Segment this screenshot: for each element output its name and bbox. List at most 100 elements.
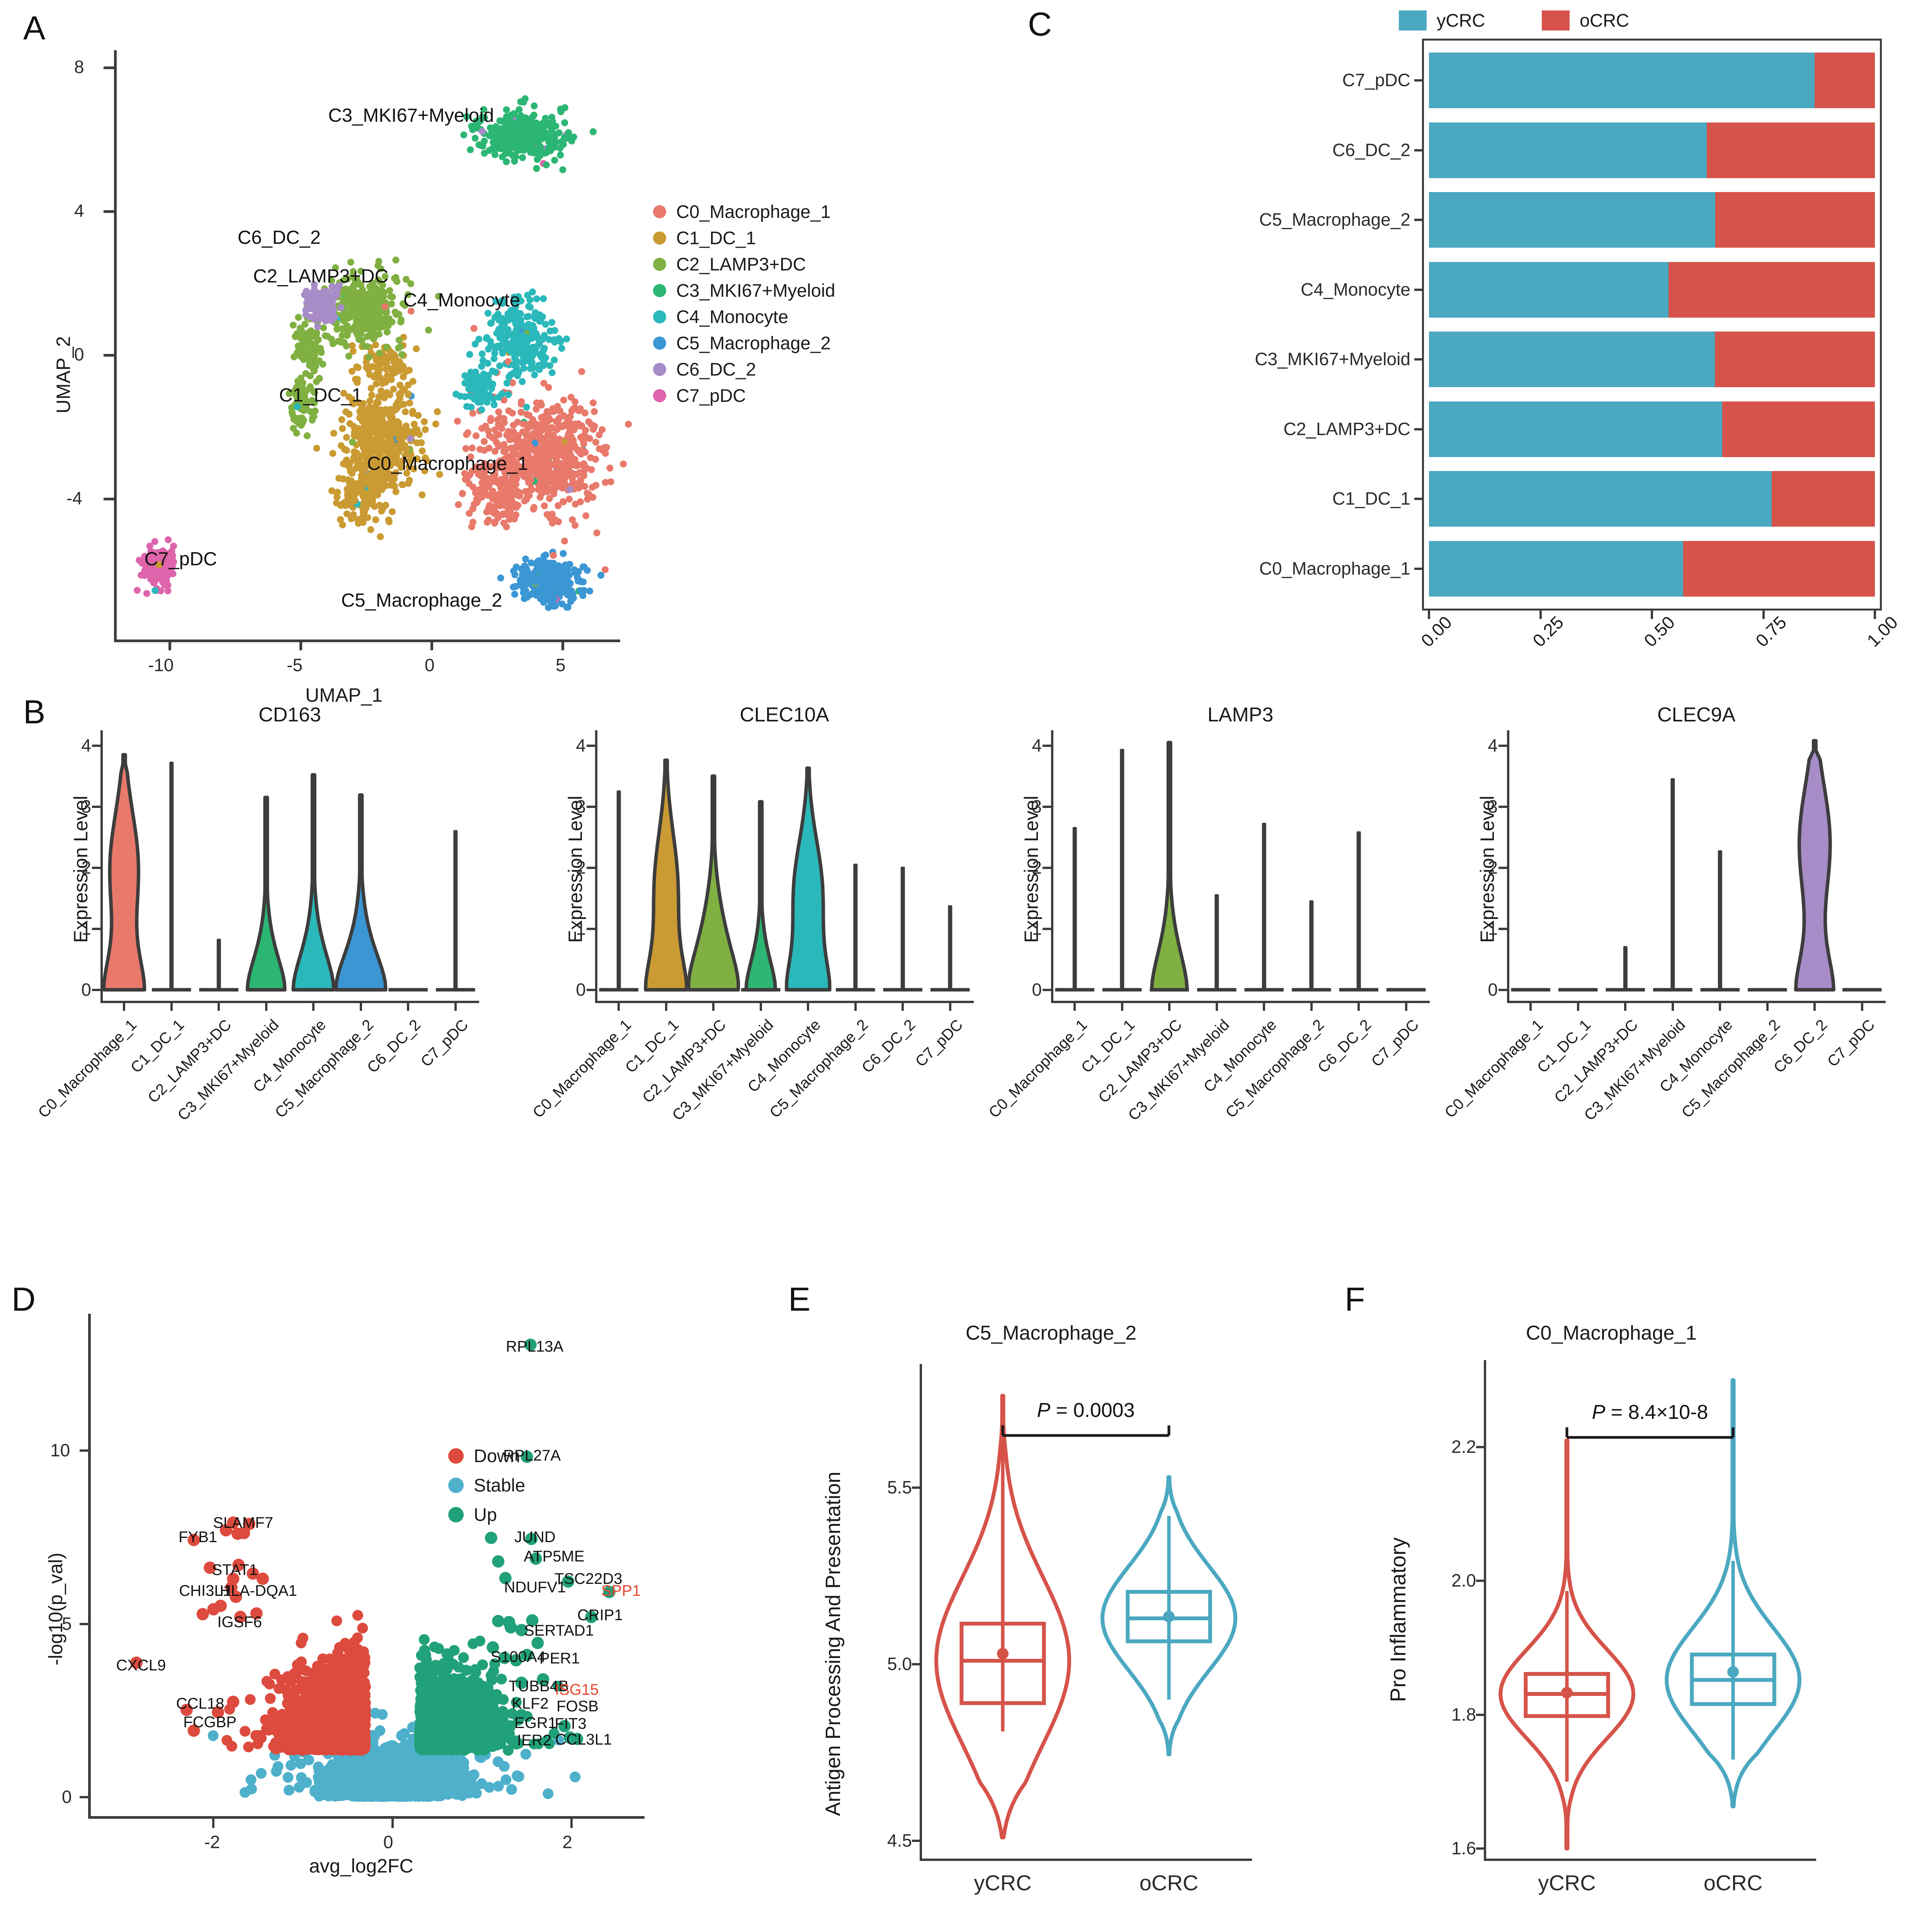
panel-b-xtick (1577, 1003, 1579, 1011)
panel-a-umap: A 8 4 0 -4 -10 -5 0 5 UMAP_1 UMAP_2 C3_M… (0, 0, 1012, 706)
table-row[interactable] (1429, 332, 1875, 388)
panel-d-xtick-label: -2 (204, 1832, 220, 1852)
panel-b-x-axis (1507, 1001, 1886, 1003)
panel-b-xtick (854, 1003, 857, 1011)
cluster-legend-label: C6_DC_2 (676, 359, 756, 379)
panel-b-ytick (1499, 805, 1507, 808)
bar-segment-ocrc[interactable] (1722, 401, 1875, 457)
panel-c-legend-ocrc[interactable]: oCRC (1542, 10, 1629, 31)
table-row[interactable] (1429, 541, 1875, 597)
violin-x-axis (1484, 1859, 1816, 1861)
umap-cluster-label: C0_Macrophage_1 (367, 453, 528, 474)
table-row[interactable] (1429, 262, 1875, 318)
panel-a-legend-item[interactable]: C1_DC_1 (653, 227, 756, 248)
bar-segment-ycrc[interactable] (1429, 401, 1723, 457)
panel-c-ytick (1414, 288, 1422, 291)
panel-b-ytick-label: 1 (81, 918, 91, 939)
panel-c-xtick (1539, 611, 1542, 619)
panel-d-legend-item[interactable]: Down (448, 1445, 520, 1466)
violin-canvas (1499, 1378, 1801, 1850)
bar-segment-ocrc[interactable] (1706, 122, 1875, 178)
panel-c-legend-ycrc[interactable]: yCRC (1399, 10, 1485, 31)
panel-a-legend-item[interactable]: C2_LAMP3+DC (653, 253, 806, 275)
violin-ytick-label: 1.8 (1451, 1704, 1476, 1725)
panel-e-title: C5_Macrophage_2 (965, 1322, 1137, 1344)
table-row[interactable] (1429, 401, 1875, 457)
panel-b-violins: B CD163 Expression Level 4 3 2 1 0 C0_Macrophag… (0, 688, 1917, 1267)
panel-a-legend-item[interactable]: C5_Macrophage_2 (653, 332, 831, 354)
panel-b-ytick-label: 3 (576, 796, 586, 816)
panel-d-xtick (212, 1819, 215, 1828)
panel-b-xtick (1405, 1003, 1407, 1011)
bar-segment-ycrc[interactable] (1429, 471, 1772, 527)
volcano-gene-label: IGSF6 (217, 1614, 262, 1631)
violin-shape (334, 793, 388, 992)
panel-b-xtick (807, 1003, 810, 1011)
panel-b-ytick (92, 927, 100, 930)
cluster-legend-label: C4_Monocyte (676, 306, 788, 327)
panel-a-x-axis-title: UMAP_1 (305, 684, 383, 706)
panel-d-legend-item[interactable]: Stable (448, 1475, 525, 1496)
violin-shape (1102, 749, 1142, 992)
umap-cluster-label: C7_pDC (144, 548, 217, 570)
bar-segment-ocrc[interactable] (1668, 262, 1875, 318)
violin-xtick-label: oCRC (1703, 1871, 1763, 1895)
panel-a-legend-item[interactable]: C0_Macrophage_1 (653, 201, 831, 222)
panel-b-y-axis (1507, 730, 1509, 1001)
bar-segment-ocrc[interactable] (1715, 192, 1875, 248)
panel-a-xtick-label: -5 (287, 655, 303, 675)
panel-c-ytick (1414, 149, 1422, 151)
bar-segment-ocrc[interactable] (1715, 332, 1875, 388)
violin-shape (1700, 850, 1740, 992)
bar-segment-ocrc[interactable] (1815, 53, 1875, 109)
panel-b-xtick (902, 1003, 904, 1011)
panel-c-category-label: C4_Monocyte (1301, 279, 1410, 299)
bar-segment-ycrc[interactable] (1429, 53, 1815, 109)
umap-cluster-label: C5_Macrophage_2 (341, 590, 502, 611)
panel-b-xtick (454, 1003, 457, 1011)
table-row[interactable] (1429, 53, 1875, 109)
panel-d-y-axis-title: -log10(p_val) (45, 1553, 66, 1665)
panel-a-legend-item[interactable]: C7_pDC (653, 385, 746, 406)
bar-segment-ycrc[interactable] (1429, 332, 1715, 388)
panel-a-legend-item[interactable]: C4_Monocyte (653, 306, 788, 327)
bar-segment-ocrc[interactable] (1683, 541, 1875, 597)
panel-c-bars (1429, 46, 1875, 604)
panel-c-category-label: C5_Macrophage_2 (1259, 209, 1410, 230)
volcano-gene-label: PER1 (539, 1650, 580, 1667)
panel-c-xtick-label: 0.75 (1751, 612, 1790, 651)
violin-shape (1606, 946, 1645, 992)
bar-segment-ycrc[interactable] (1429, 262, 1669, 318)
cluster-color-dot (653, 389, 666, 402)
bar-segment-ocrc[interactable] (1772, 471, 1875, 527)
bar-segment-ycrc[interactable] (1429, 541, 1683, 597)
violin-ytick-label: 5.0 (887, 1654, 912, 1674)
panel-b-xtick (617, 1003, 620, 1011)
panel-b-xtick (1529, 1003, 1532, 1011)
bar-segment-ycrc[interactable] (1429, 122, 1707, 178)
volcano-legend-label: Stable (474, 1475, 526, 1495)
violin-shape (1244, 823, 1284, 992)
violin-shape (836, 864, 875, 992)
panel-c-xtick-label: 0.25 (1528, 612, 1567, 651)
cluster-legend-label: C7_pDC (676, 385, 746, 406)
panel-b-ytick (92, 988, 100, 991)
panel-b-ytick (587, 927, 595, 930)
bar-segment-ycrc[interactable] (1429, 192, 1715, 248)
volcano-gene-label: FOSB (556, 1698, 599, 1715)
panel-b-x-axis (1051, 1001, 1430, 1003)
umap-cluster-label: C3_MKI67+Myeloid (328, 105, 494, 126)
volcano-gene-label: STAT1 (212, 1561, 258, 1579)
panel-b-y-axis (1051, 730, 1053, 1001)
panel-a-legend-item[interactable]: C3_MKI67+Myeloid (653, 280, 835, 301)
panel-d-legend-item[interactable]: Up (448, 1504, 497, 1525)
panel-a-legend-item[interactable]: C6_DC_2 (653, 359, 756, 380)
violin-y-axis (920, 1364, 922, 1859)
volcano-legend-dot (448, 1477, 464, 1493)
table-row[interactable] (1429, 471, 1875, 527)
violin-ytick (1476, 1847, 1484, 1850)
panel-a-ytick (104, 498, 114, 500)
volcano-gene-label: SERTAD1 (524, 1622, 594, 1639)
table-row[interactable] (1429, 122, 1875, 178)
table-row[interactable] (1429, 192, 1875, 248)
